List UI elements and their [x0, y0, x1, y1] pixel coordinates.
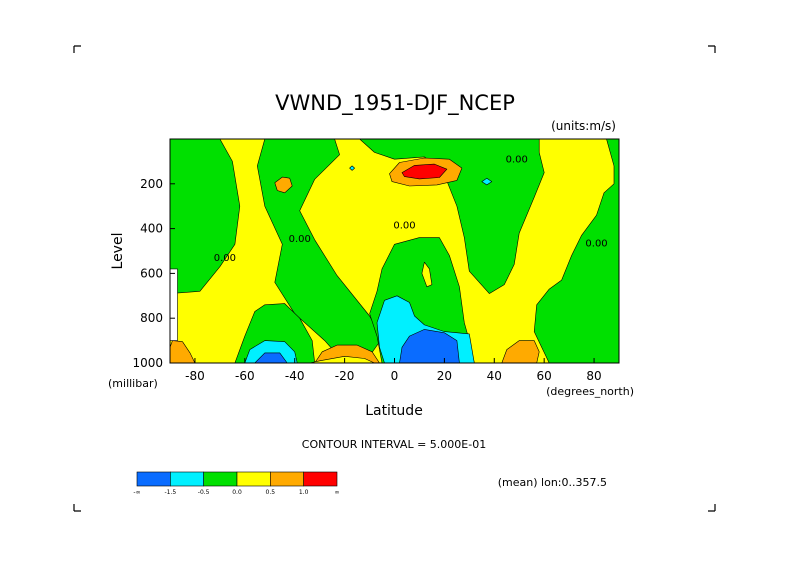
x-axis-unit: (degrees_north) [546, 385, 634, 398]
contour-region-19 [481, 177, 493, 186]
colorbar-swatch-1 [170, 471, 204, 487]
colorbar-swatch-5 [303, 471, 338, 487]
contour-fills [170, 139, 619, 363]
y-tick-label-1: 400 [140, 222, 163, 236]
colorbar-swatch-3 [236, 471, 271, 487]
contour-labels: 0.00 0.00 0.00 0.00 0.00 [214, 155, 608, 265]
contour-region-4 [359, 139, 545, 294]
units-label: (units:m/s) [551, 119, 616, 133]
y-axis-title: Level [110, 233, 126, 270]
colorbar-label-2: -0.5 [198, 489, 210, 496]
x-tick-label-4: 0 [391, 369, 399, 383]
colorbar: -∞ -1.5 -0.5 0.0 0.5 1.0 ∞ [133, 471, 340, 496]
colorbar-swatch-2 [203, 471, 238, 487]
contour-interval-text: CONTOUR INTERVAL = 5.000E-01 [302, 438, 486, 451]
x-tick-label-1: -60 [235, 369, 255, 383]
crop-marks [73, 45, 716, 512]
x-tick-label-6: 40 [487, 369, 502, 383]
x-tick-label-3: -20 [335, 369, 355, 383]
x-axis: -80 -60 -40 -20 0 20 40 60 80 [185, 358, 602, 383]
x-tick-label-8: 80 [586, 369, 601, 383]
mean-text: (mean) lon:0..357.5 [498, 476, 607, 489]
contour-label-2: 0.00 [214, 253, 236, 264]
contour-region-18 [349, 165, 355, 171]
contour-region-20 [170, 268, 178, 341]
colorbar-label-6: ∞ [335, 489, 340, 496]
contour-region-1 [256, 139, 383, 363]
colorbar-label-1: -1.5 [164, 489, 176, 496]
colorbar-swatch-0 [136, 471, 171, 487]
contour-label-1: 0.00 [393, 221, 415, 232]
y-tick-label-4: 1000 [132, 356, 163, 370]
contour-region-0 [170, 139, 241, 294]
contour-region-8 [399, 329, 460, 363]
colorbar-label-0: -∞ [133, 489, 140, 496]
contour-region-5 [533, 139, 619, 363]
contour-label-0: 0.00 [506, 155, 528, 166]
y-axis: 200 400 600 800 1000 [132, 177, 175, 370]
contour-region-17 [309, 355, 375, 363]
contour-region-12 [401, 163, 448, 180]
contour-region-6 [421, 261, 433, 288]
contour-region-9 [244, 340, 298, 363]
y-tick-label-0: 200 [140, 177, 163, 191]
colorbar-label-5: 1.0 [299, 489, 309, 496]
contour-region-13 [274, 176, 293, 194]
colorbar-swatch-4 [270, 471, 304, 487]
contour-label-3: 0.00 [289, 234, 311, 245]
x-axis-title: Latitude [365, 403, 423, 419]
y-tick-label-3: 800 [140, 311, 163, 325]
colorbar-label-4: 0.5 [266, 489, 276, 496]
contour-region-16 [501, 340, 540, 363]
x-tick-label-7: 60 [537, 369, 552, 383]
x-tick-label-5: 20 [437, 369, 452, 383]
x-tick-label-2: -40 [285, 369, 305, 383]
y-tick-label-2: 600 [140, 266, 163, 280]
colorbar-label-3: 0.0 [232, 489, 242, 496]
contour-label-4: 0.00 [585, 239, 607, 250]
contour-region-10 [254, 352, 288, 363]
chart-title: VWND_1951-DJF_NCEP [275, 91, 515, 116]
y-axis-unit: (millibar) [108, 377, 158, 390]
x-tick-label-0: -80 [185, 369, 205, 383]
